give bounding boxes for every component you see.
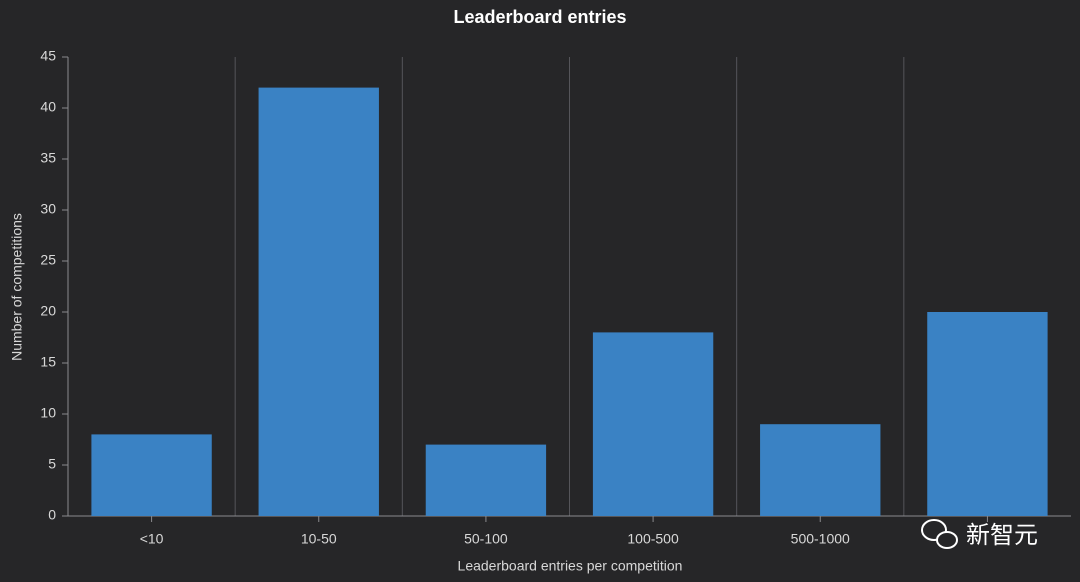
y-tick-label: 30 [40, 201, 56, 217]
bar [91, 434, 212, 516]
y-tick-label: 5 [48, 456, 56, 472]
y-axis-title: Number of competitions [9, 213, 25, 361]
y-tick-label: 20 [40, 303, 56, 319]
watermark: 新智元 [966, 521, 1038, 549]
x-tick-label: 100-500 [627, 531, 679, 547]
y-tick-label: 25 [40, 252, 56, 268]
bar [258, 87, 379, 516]
y-tick-label: 35 [40, 150, 56, 166]
bar [760, 424, 881, 516]
bar [425, 444, 547, 516]
y-tick-label: 45 [40, 48, 56, 64]
y-tick-label: 10 [40, 405, 56, 421]
x-axis-title: Leaderboard entries per competition [458, 558, 683, 574]
x-tick-label: 50-100 [464, 531, 508, 547]
y-tick-label: 40 [40, 99, 56, 115]
chart-title: Leaderboard entries [453, 7, 626, 27]
watermark-icon [921, 519, 958, 549]
x-tick-label: <10 [140, 531, 164, 547]
bar [592, 332, 714, 516]
y-tick-label: 15 [40, 354, 56, 370]
bar [927, 312, 1048, 516]
y-tick-label: 0 [48, 507, 56, 523]
x-tick-label: 10-50 [301, 531, 337, 547]
x-tick-label: 500-1000 [791, 531, 850, 547]
